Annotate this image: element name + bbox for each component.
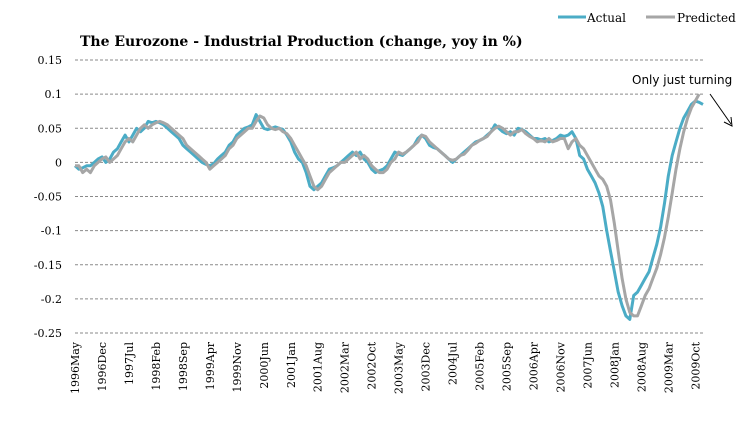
series-line-predicted <box>75 93 701 318</box>
series-line-actual <box>74 99 704 321</box>
x-tick-label: 2006Nov <box>554 341 567 392</box>
y-tick-label: -0.05 <box>34 191 62 204</box>
x-tick-label: 2008Aug <box>635 342 648 392</box>
legend-label-predicted: Predicted <box>677 11 736 25</box>
x-tick-label: 2006Apr <box>527 341 540 390</box>
y-tick-label: -0.2 <box>41 293 62 306</box>
x-tick-label: 2008Jan <box>608 342 621 388</box>
y-tick-label: -0.15 <box>34 259 62 272</box>
x-tick-label: 1996Dec <box>96 342 109 391</box>
x-tick-label: 1999Nov <box>231 341 244 392</box>
series-group <box>74 93 704 321</box>
y-tick-label: 0.1 <box>45 88 63 101</box>
y-tick-label: -0.25 <box>34 327 62 340</box>
y-axis: 0.15 0.1 0.05 0 -0.05 -0.1 -0.15 -0.2 -0.25 <box>34 54 62 340</box>
x-tick-label: 2009Mar <box>662 341 675 393</box>
x-tick-label: 2003Dec <box>420 342 433 391</box>
x-tick-label: 2000Jun <box>258 342 271 389</box>
x-axis: 1996May 1996Dec 1997Jul 1998Feb 1998Sep 1999A… <box>69 341 702 394</box>
y-tick-label: 0.05 <box>38 122 63 135</box>
x-tick-label: 2002Oct <box>366 341 379 389</box>
annotation-text: Only just turning <box>632 73 732 87</box>
x-tick-label: 1998Feb <box>150 342 163 391</box>
x-tick-label: 2002Mar <box>339 341 352 393</box>
x-tick-label: 2007Jun <box>581 342 594 389</box>
x-tick-label: 2001Jan <box>285 342 298 388</box>
legend-label-actual: Actual <box>586 11 626 25</box>
x-tick-label: 2005Sep <box>501 342 514 391</box>
x-tick-label: 1997Jul <box>123 342 136 385</box>
x-tick-label: 1999Apr <box>204 341 217 390</box>
x-tick-label: 2004Jul <box>447 342 460 385</box>
x-tick-label: 2001Aug <box>312 342 325 392</box>
annotation-arrow-icon <box>723 116 733 127</box>
x-tick-label: 1998Sep <box>177 342 190 391</box>
x-tick-label: 1996May <box>69 341 82 394</box>
y-tick-label: 0.15 <box>38 54 63 67</box>
annotation: Only just turning <box>632 73 733 127</box>
y-tick-label: 0 <box>55 156 62 169</box>
x-tick-label: 2009Oct <box>689 341 702 389</box>
legend: Actual Predicted <box>558 11 736 25</box>
x-tick-label: 2003May <box>393 341 406 394</box>
annotation-arrow-shaft <box>709 93 732 125</box>
y-tick-label: -0.1 <box>41 225 62 238</box>
chart-title: The Eurozone - Industrial Production (ch… <box>80 34 523 50</box>
x-tick-label: 2005Feb <box>474 342 487 391</box>
